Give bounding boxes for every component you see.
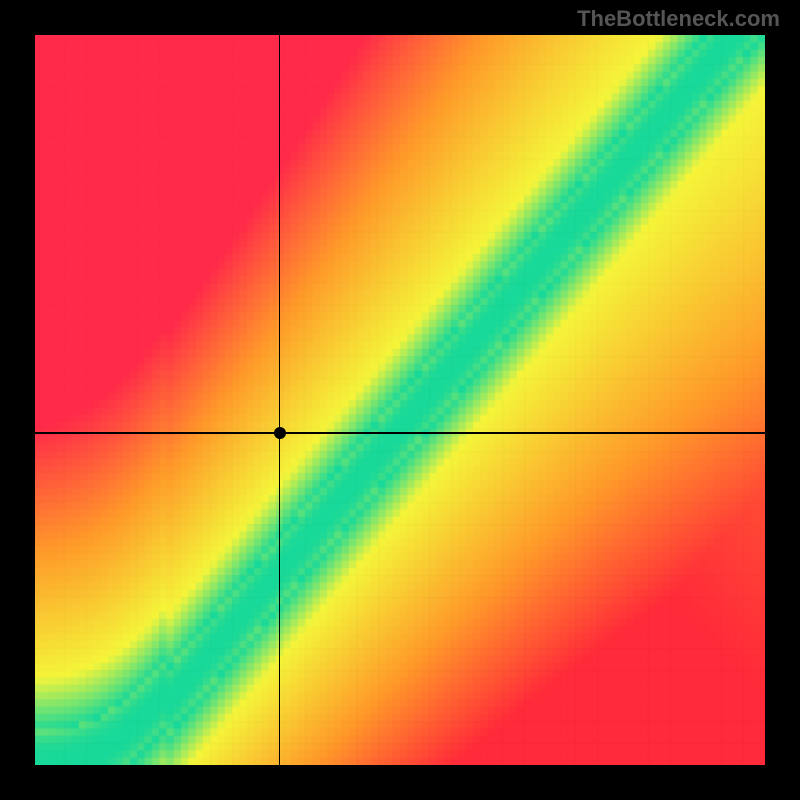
watermark-text: TheBottleneck.com — [577, 6, 780, 32]
crosshair-marker — [274, 427, 286, 439]
chart-container: TheBottleneck.com — [0, 0, 800, 800]
crosshair-horizontal — [35, 432, 765, 434]
heatmap-canvas — [35, 35, 765, 765]
plot-area — [35, 35, 765, 765]
crosshair-vertical — [279, 35, 281, 765]
